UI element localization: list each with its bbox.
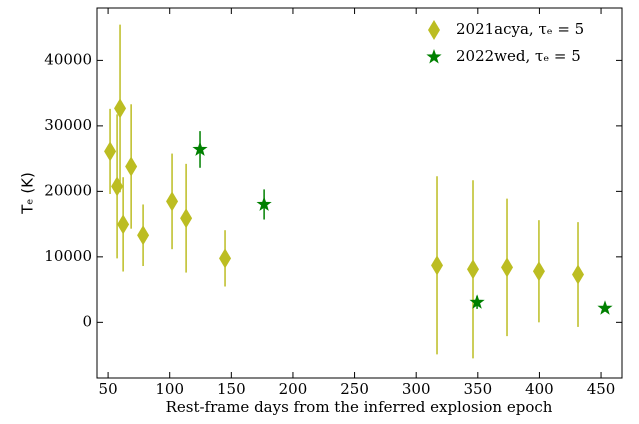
y-tick-label: 40000 [44,50,92,68]
data-point [137,225,150,246]
data-point [180,208,193,229]
x-tick-label: 200 [279,380,308,398]
y-tick-label: 30000 [44,116,92,134]
y-axis-label: Tₑ (K) [19,172,37,215]
x-tick-label: 100 [155,380,184,398]
legend-marker [426,49,442,64]
x-axis-label: Rest-frame days from the inferred explos… [166,398,553,416]
data-point [256,196,272,211]
data-point [117,214,130,235]
data-point [111,176,124,197]
data-point [104,141,117,162]
data-point [467,259,480,280]
data-point [166,191,179,212]
data-point [114,98,127,119]
x-tick-label: 150 [217,380,246,398]
legend-marker [428,20,440,40]
x-tick-label: 450 [587,380,616,398]
y-tick-label: 10000 [44,247,92,265]
data-point [572,264,585,285]
data-point [532,261,545,282]
data-point [125,156,138,177]
x-tick-label: 400 [525,380,554,398]
x-tick-label: 350 [463,380,492,398]
legend-label: 2022wed, τₑ = 5 [456,47,581,65]
data-point [597,300,613,315]
data-point [219,248,232,269]
x-tick-label: 300 [402,380,431,398]
plot-frame [96,7,623,379]
data-point [192,141,208,156]
legend-label: 2021acya, τₑ = 5 [456,20,584,38]
y-tick-label: 20000 [44,181,92,199]
x-tick-label: 250 [340,380,369,398]
x-tick-label: 50 [99,380,118,398]
data-point [501,257,514,278]
data-point [431,255,444,276]
data-point [469,294,485,309]
y-tick-label: 0 [82,312,92,330]
